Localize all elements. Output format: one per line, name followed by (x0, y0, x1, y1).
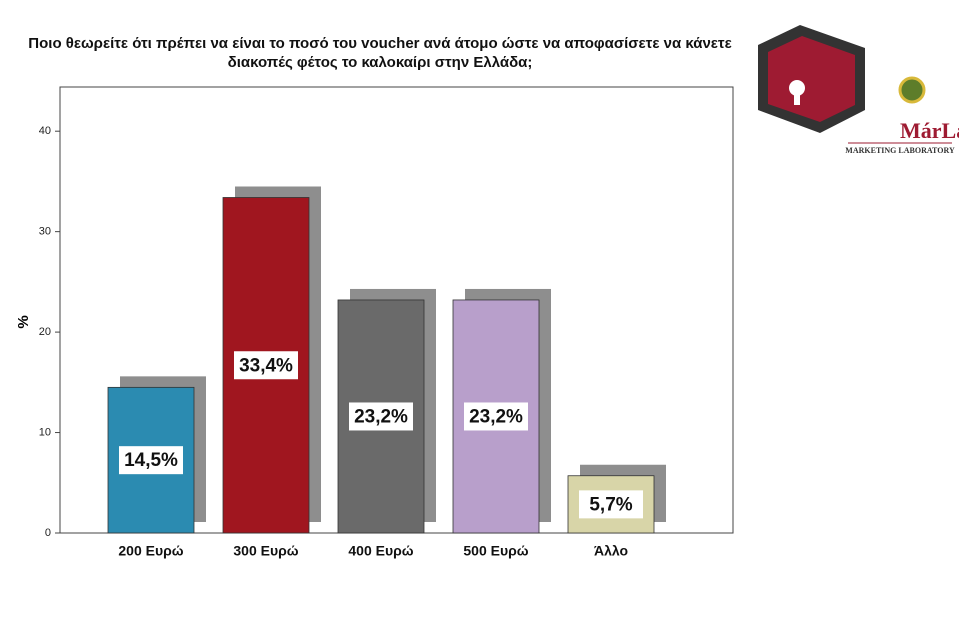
logo: MárLab MARKETING LABORATORY (758, 25, 959, 155)
value-label-box (579, 490, 643, 519)
value-label-box (464, 402, 528, 431)
x-tick-label: 200 Ευρώ (118, 543, 183, 559)
value-label-box (234, 351, 298, 380)
value-label: 23,2% (354, 406, 408, 427)
logo-subtitle: MARKETING LABORATORY (845, 146, 955, 155)
chart-title: Ποιο θεωρείτε ότι πρέπει να είναι το ποσ… (28, 35, 732, 71)
value-label: 23,2% (469, 406, 523, 427)
x-tick-label: 500 Ευρώ (463, 543, 528, 559)
y-tick-label: 40 (39, 125, 51, 137)
y-axis-label: % (15, 315, 32, 328)
x-tick-label: 300 Ευρώ (233, 543, 298, 559)
logo-name: MárLab (900, 118, 959, 143)
logo-shape (768, 36, 855, 122)
value-label: 14,5% (124, 450, 178, 471)
y-tick-label: 30 (39, 226, 51, 238)
x-tick-label: Άλλο (594, 543, 628, 559)
x-tick-label: 400 Ευρώ (348, 543, 413, 559)
logo-keyhole (794, 90, 800, 105)
value-label: 5,7% (589, 494, 632, 515)
value-label: 33,4% (239, 355, 293, 376)
y-tick-label: 10 (39, 426, 51, 438)
y-tick-label: 0 (45, 527, 51, 539)
value-label-box (119, 446, 183, 475)
value-label-box (349, 402, 413, 431)
university-logo (898, 76, 926, 104)
y-tick-label: 20 (39, 326, 51, 338)
logo-keyhole (789, 80, 805, 96)
